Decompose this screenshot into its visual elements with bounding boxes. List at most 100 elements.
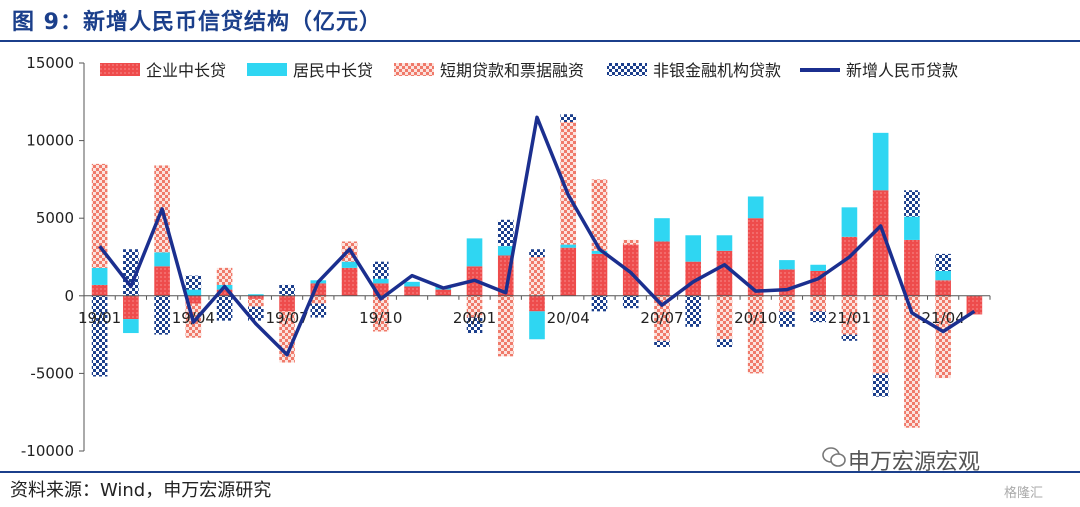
bar-short <box>216 267 233 285</box>
bar-resident <box>654 218 670 242</box>
bar-short <box>497 295 514 357</box>
legend-swatch <box>394 63 434 76</box>
bar-resident <box>341 261 358 268</box>
bar-nonbank <box>154 295 170 335</box>
x-tick-label: 20/04 <box>547 309 590 327</box>
bar-short <box>91 163 108 268</box>
x-tick-label: 20/10 <box>734 309 777 327</box>
bar-corp <box>935 280 951 296</box>
bar-corp <box>654 241 670 296</box>
bar-nonbank <box>372 261 389 279</box>
wechat-icon <box>822 447 846 467</box>
bar-resident <box>154 252 170 267</box>
bar-resident <box>747 196 764 219</box>
bar-corp <box>779 269 795 296</box>
bar-nonbank <box>466 317 483 334</box>
bar-short <box>591 179 608 251</box>
bar-nonbank <box>654 340 670 348</box>
bar-nonbank <box>185 275 202 290</box>
legend-label: 非银金融机构贷款 <box>653 61 781 80</box>
bar-corp <box>966 295 983 315</box>
bar-corp <box>185 295 202 304</box>
legend: 企业中长贷 居民中长贷 短期贷款和票据融资 非银金融机构贷款 新增人民币贷款 <box>100 61 958 80</box>
bar-resident <box>123 319 139 334</box>
y-tick-label: 5000 <box>36 209 74 227</box>
bar-resident <box>904 216 920 240</box>
x-tick-label: 19/10 <box>359 309 402 327</box>
title-divider <box>0 40 1080 42</box>
bar-resident <box>372 278 389 284</box>
bar-short <box>529 257 545 296</box>
bar-corp <box>685 261 702 296</box>
bar-resident <box>810 264 826 271</box>
bar-corp <box>747 218 764 296</box>
x-tick-label: 21/01 <box>828 309 871 327</box>
bar-resident <box>779 260 795 270</box>
bar-nonbank <box>279 284 295 296</box>
bar-nonbank <box>310 303 327 318</box>
legend-swatch <box>607 63 647 76</box>
bar-resident <box>685 235 702 262</box>
y-tick-label: 15000 <box>26 54 74 72</box>
bar-corp <box>841 236 858 296</box>
bar-short <box>466 295 483 318</box>
bar-nonbank <box>591 295 608 312</box>
bar-resident <box>841 207 858 237</box>
legend-label: 居民中长贷 <box>293 61 373 80</box>
bar-corp <box>154 266 170 296</box>
bar-resident <box>591 250 608 254</box>
bar-short <box>716 295 733 340</box>
bar-nonbank <box>622 295 639 309</box>
legend-label: 企业中长贷 <box>146 61 226 80</box>
bar-nonbank <box>716 339 733 348</box>
bar-corp <box>529 295 545 312</box>
bar-resident <box>91 267 108 285</box>
bar-nonbank <box>935 253 951 271</box>
bar-short <box>935 295 951 379</box>
bar-resident <box>529 311 545 340</box>
y-tick-label: -5000 <box>30 364 74 382</box>
bar-corp <box>123 295 139 320</box>
watermark: 格隆汇 <box>1004 486 1044 501</box>
bar-nonbank <box>872 373 889 397</box>
x-tick-label: 20/01 <box>453 309 496 327</box>
bar-corp <box>248 295 264 299</box>
bar-nonbank <box>560 114 577 122</box>
bar-resident <box>497 246 514 256</box>
bar-short <box>779 295 795 312</box>
bar-corp <box>341 267 358 296</box>
source-note: 资料来源：Wind，申万宏源研究 <box>10 480 272 501</box>
y-tick-label: -10000 <box>21 442 74 460</box>
bar-resident <box>466 238 483 267</box>
bar-nonbank <box>216 295 233 321</box>
legend-swatch <box>100 63 140 76</box>
bar-short <box>622 239 639 245</box>
bar-resident <box>560 244 577 248</box>
x-tick-label: 20/07 <box>640 309 683 327</box>
bar-resident <box>872 132 889 191</box>
bar-corp <box>904 239 920 296</box>
bar-short <box>560 121 577 245</box>
y-tick-label: 10000 <box>26 132 74 150</box>
bar-resident <box>716 235 733 251</box>
bar-nonbank <box>529 249 545 257</box>
bar-nonbank <box>685 295 702 327</box>
bar-resident <box>404 281 420 287</box>
x-tick-label: 19/07 <box>265 309 308 327</box>
bar-short <box>747 295 764 374</box>
bar-corp <box>404 286 420 296</box>
bar-corp <box>216 289 233 296</box>
legend-label: 短期贷款和票据融资 <box>440 61 584 80</box>
bar-short <box>248 298 264 307</box>
footer-divider <box>0 471 1080 473</box>
line-series <box>98 115 976 357</box>
bar-short <box>310 295 327 304</box>
bar-corp <box>622 244 639 296</box>
bar-resident <box>935 270 951 281</box>
bar-short <box>841 295 858 335</box>
bar-nonbank <box>841 334 858 341</box>
bars <box>91 114 983 428</box>
bar-short <box>810 295 826 312</box>
brand-name: 申万宏源宏观 <box>848 450 981 475</box>
